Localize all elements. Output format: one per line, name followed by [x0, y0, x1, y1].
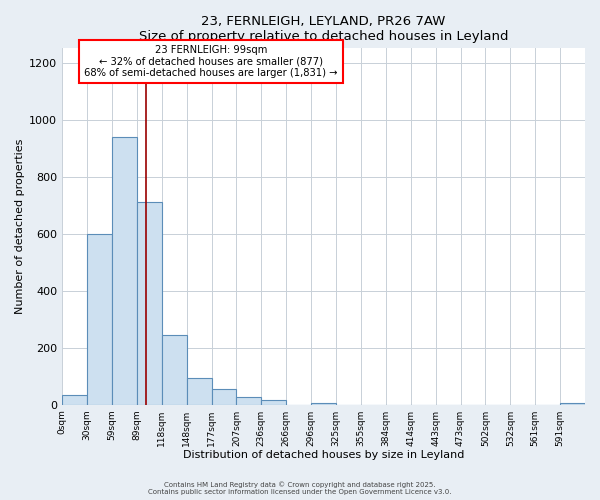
- Bar: [162, 335, 187, 404]
- Y-axis label: Number of detached properties: Number of detached properties: [15, 139, 25, 314]
- Bar: [236, 398, 262, 404]
- Bar: [311, 403, 336, 404]
- Bar: [560, 403, 585, 404]
- Text: 23 FERNLEIGH: 99sqm
← 32% of detached houses are smaller (877)
68% of semi-detac: 23 FERNLEIGH: 99sqm ← 32% of detached ho…: [85, 45, 338, 78]
- Bar: [137, 202, 162, 404]
- Bar: [187, 378, 212, 404]
- Bar: [112, 136, 137, 404]
- Text: Contains HM Land Registry data © Crown copyright and database right 2025.
Contai: Contains HM Land Registry data © Crown c…: [148, 482, 452, 495]
- X-axis label: Distribution of detached houses by size in Leyland: Distribution of detached houses by size …: [183, 450, 464, 460]
- Bar: [62, 394, 87, 404]
- Bar: [87, 234, 112, 404]
- Bar: [212, 389, 236, 404]
- Title: 23, FERNLEIGH, LEYLAND, PR26 7AW
Size of property relative to detached houses in: 23, FERNLEIGH, LEYLAND, PR26 7AW Size of…: [139, 15, 508, 43]
- Bar: [262, 400, 286, 404]
